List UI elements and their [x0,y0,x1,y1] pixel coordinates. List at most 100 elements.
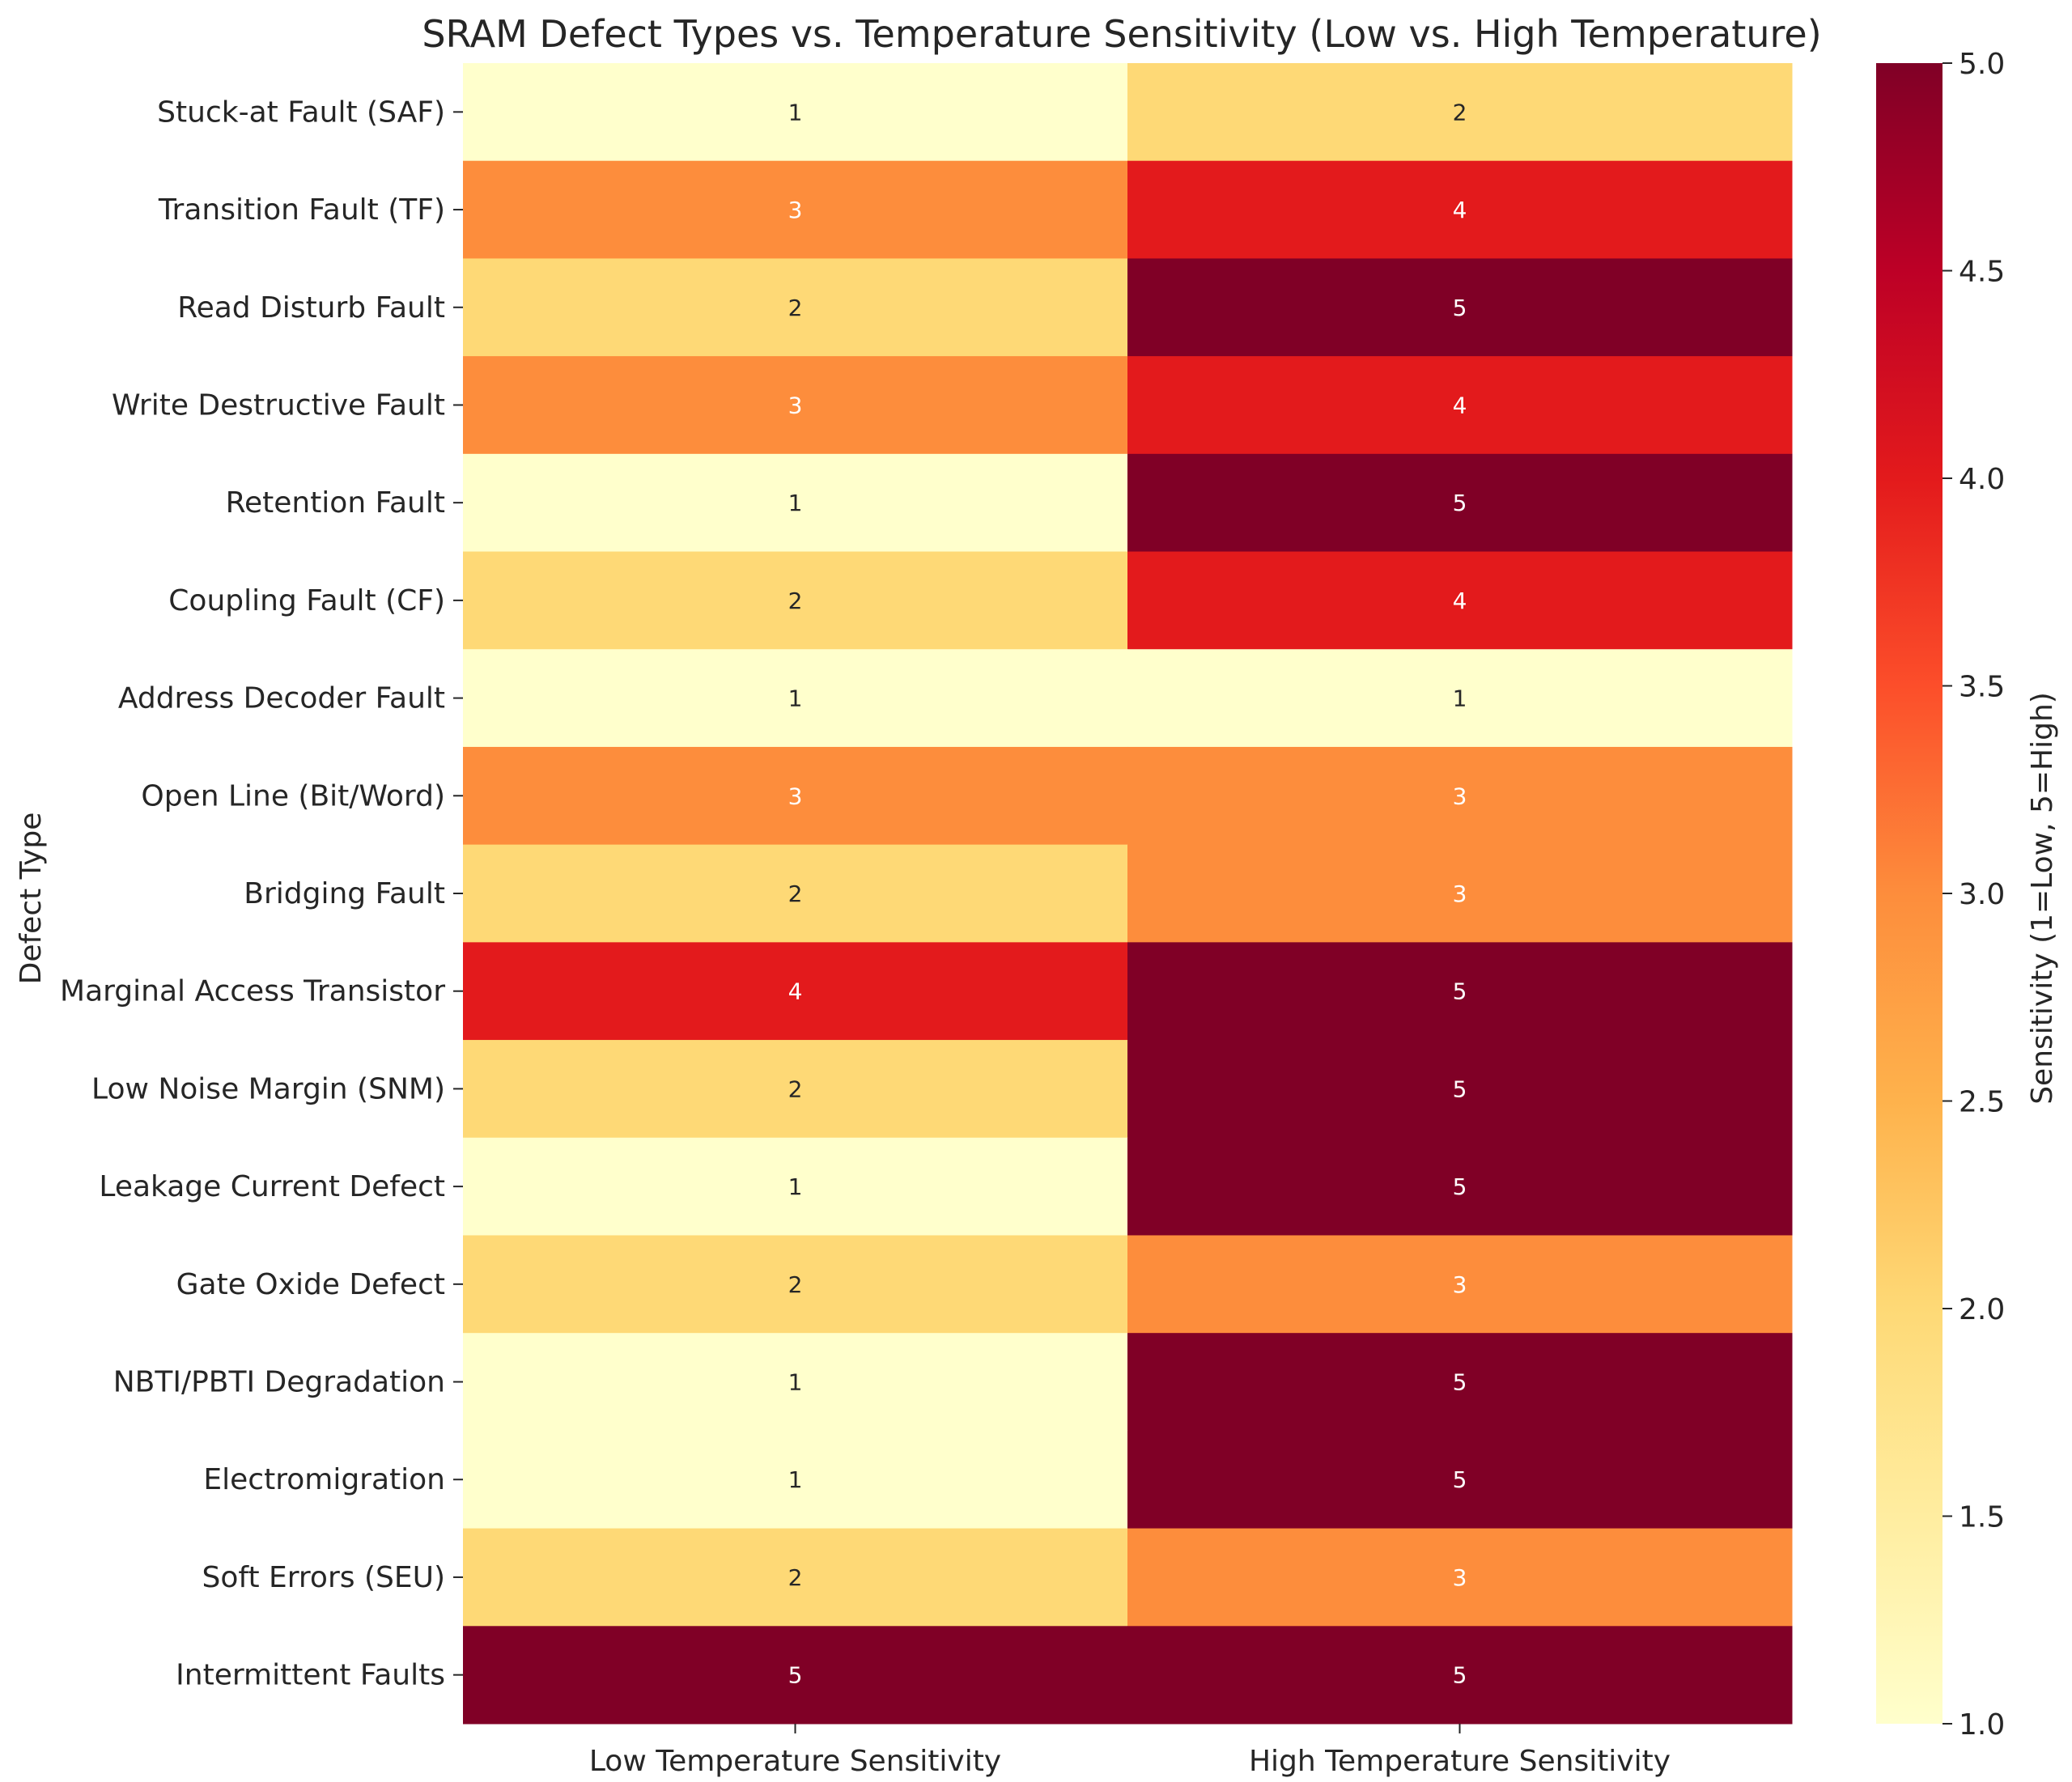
cell-value-label: 4 [788,978,803,1005]
cell-value-label: 5 [1453,1662,1467,1689]
heatmap-cells: 1 2 3 4 2 5 3 4 1 5 2 4 1 1 3 3 2 3 4 5 2 5 1 5 2 3 1 5 1 5 2 3 5 5 [463,63,1793,1725]
chart-title: SRAM Defect Types vs. Temperature Sensit… [422,12,1821,56]
y-tick-label: Write Destructive Fault [112,388,445,422]
y-axis-label: Defect Type [15,813,48,985]
cell-value-label: 3 [788,783,803,809]
heatmap-cell [463,160,1128,259]
cell-value-label: 2 [788,588,803,614]
cell-value-label: 5 [1453,1076,1467,1102]
heatmap-cell [463,942,1128,1041]
cell-value-label: 5 [1453,978,1467,1005]
heatmap-cell [1127,160,1793,259]
y-tick-label: Low Noise Margin (SNM) [91,1072,445,1105]
colorbar-tick-label: 3.0 [1959,878,2005,911]
cell-value-label: 1 [788,1369,803,1396]
heatmap-cell [1127,942,1793,1041]
heatmap-cell [463,356,1128,455]
heatmap-cell [463,1040,1128,1139]
y-tick-label: NBTI/PBTI Degradation [113,1366,445,1399]
cell-value-label: 4 [1453,588,1467,614]
heatmap-cell [1127,649,1793,748]
colorbar-label: Sensitivity (1=Low, 5=High) [2026,692,2059,1105]
cell-value-label: 3 [788,197,803,223]
cell-value-label: 1 [1453,685,1467,712]
heatmap-cell [1127,551,1793,650]
heatmap-cell [463,649,1128,748]
cell-value-label: 3 [1453,1564,1467,1591]
cell-value-label: 5 [1453,1369,1467,1396]
cell-value-label: 1 [788,1466,803,1493]
y-tick-label: Soft Errors (SEU) [202,1561,445,1594]
heatmap-cell [463,1528,1128,1627]
heatmap-cell [1127,1626,1793,1725]
cell-value-label: 3 [1453,783,1467,809]
y-tick-label: Electromigration [203,1463,445,1496]
cell-value-label: 2 [1453,99,1467,125]
colorbar-tick-label: 3.5 [1959,671,2005,704]
y-tick-label: Open Line (Bit/Word) [141,779,445,813]
cell-value-label: 2 [788,1271,803,1298]
cell-value-label: 1 [788,1173,803,1200]
heatmap-cell [1127,1333,1793,1432]
heatmap-cell [1127,844,1793,943]
colorbar-tick-label: 1.0 [1959,1708,2005,1742]
cell-value-label: 4 [1453,197,1467,223]
cell-value-label: 2 [788,295,803,321]
y-tick-label: Retention Fault [226,486,445,520]
cell-value-label: 5 [1453,1466,1467,1493]
cell-value-label: 2 [788,1564,803,1591]
cell-value-label: 2 [788,1076,803,1102]
heatmap-cell [463,746,1128,846]
heatmap-cell [463,1137,1128,1236]
y-tick-label: Stuck-at Fault (SAF) [157,95,445,129]
y-tick-label: Marginal Access Transistor [60,975,445,1008]
colorbar-tick-label: 4.0 [1959,463,2005,496]
colorbar-gradient [1876,63,1942,1724]
cell-value-label: 3 [1453,880,1467,907]
y-tick-label: Leakage Current Defect [99,1170,445,1203]
cell-value-label: 4 [1453,392,1467,418]
colorbar-tick-label: 5.0 [1959,48,2005,81]
cell-value-label: 3 [1453,1271,1467,1298]
heatmap-cell [463,551,1128,650]
cell-value-label: 1 [788,685,803,712]
heatmap-cell [463,844,1128,943]
cell-value-label: 5 [1453,295,1467,321]
heatmap-cell [463,258,1128,357]
y-tick-label: Coupling Fault (CF) [168,584,445,617]
heatmap-cell [463,453,1128,553]
heatmap-cell [1127,1528,1793,1627]
colorbar-tick-label: 4.5 [1959,256,2005,289]
cell-value-label: 1 [788,490,803,516]
heatmap-cell [1127,746,1793,846]
cell-value-label: 5 [1453,490,1467,516]
y-tick-label: Read Disturb Fault [177,291,445,325]
heatmap-cell [1127,453,1793,553]
cell-value-label: 1 [788,99,803,125]
x-tick-labels: Low Temperature Sensitivity High Temperat… [589,1724,1671,1778]
heatmap-cell [1127,258,1793,357]
heatmap-cell [1127,1040,1793,1139]
heatmap-cell [1127,63,1793,162]
x-tick-label: High Temperature Sensitivity [1249,1745,1671,1778]
heatmap-cell [1127,1137,1793,1236]
cell-value-label: 5 [1453,1173,1467,1200]
y-tick-label: Bridging Fault [244,877,445,910]
heatmap-cell [1127,1235,1793,1334]
y-tick-labels: Stuck-at Fault (SAF) Transition Fault (TF… [60,95,463,1692]
y-tick-label: Address Decoder Fault [118,682,445,715]
y-tick-label: Intermittent Faults [176,1659,445,1692]
colorbar: 1.0 1.5 2.0 2.5 3.0 3.5 4.0 4.5 5.0 [1876,48,2005,1742]
cell-value-label: 3 [788,392,803,418]
colorbar-tick-label: 2.5 [1959,1086,2005,1119]
heatmap-cell [1127,1430,1793,1530]
heatmap-cell [463,1430,1128,1530]
cell-value-label: 5 [788,1662,803,1689]
y-tick-label: Gate Oxide Defect [176,1268,445,1301]
y-tick-label: Transition Fault (TF) [158,193,445,227]
heatmap-cell [463,1626,1128,1725]
cell-value-label: 2 [788,880,803,907]
colorbar-tick-label: 1.5 [1959,1501,2005,1534]
heatmap-cell [463,1235,1128,1334]
